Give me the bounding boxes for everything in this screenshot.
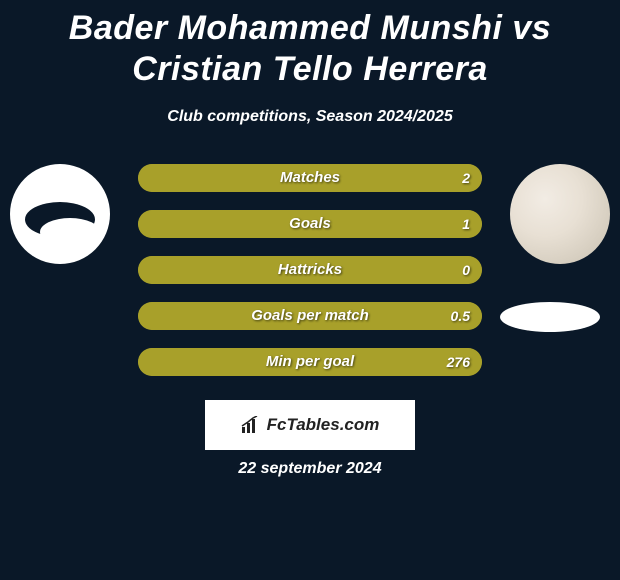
player-right-avatar: [510, 164, 610, 264]
logo-box: FcTables.com: [205, 400, 415, 450]
stat-label: Min per goal: [138, 348, 482, 376]
stat-bars: Matches2Goals1Hattricks0Goals per match0…: [138, 164, 482, 394]
stat-label: Goals per match: [138, 302, 482, 330]
player-left-avatar: [10, 164, 110, 264]
club-right-badge: [500, 302, 600, 332]
stat-value-right: 0: [462, 256, 470, 284]
stat-label: Hattricks: [138, 256, 482, 284]
stat-value-right: 1: [462, 210, 470, 238]
stat-row: Hattricks0: [138, 256, 482, 284]
logo-text: FcTables.com: [267, 415, 380, 435]
stat-value-right: 276: [447, 348, 470, 376]
club-left-badge: [40, 218, 100, 246]
date: 22 september 2024: [0, 460, 620, 478]
bar-chart-icon: [241, 416, 261, 434]
stat-value-right: 0.5: [451, 302, 470, 330]
stat-row: Goals per match0.5: [138, 302, 482, 330]
stat-row: Goals1: [138, 210, 482, 238]
page-title: Bader Mohammed Munshi vs Cristian Tello …: [0, 0, 620, 90]
stat-label: Matches: [138, 164, 482, 192]
stat-row: Matches2: [138, 164, 482, 192]
stat-row: Min per goal276: [138, 348, 482, 376]
subtitle: Club competitions, Season 2024/2025: [0, 108, 620, 126]
stat-value-right: 2: [462, 164, 470, 192]
stats-area: Matches2Goals1Hattricks0Goals per match0…: [0, 164, 620, 414]
stat-label: Goals: [138, 210, 482, 238]
